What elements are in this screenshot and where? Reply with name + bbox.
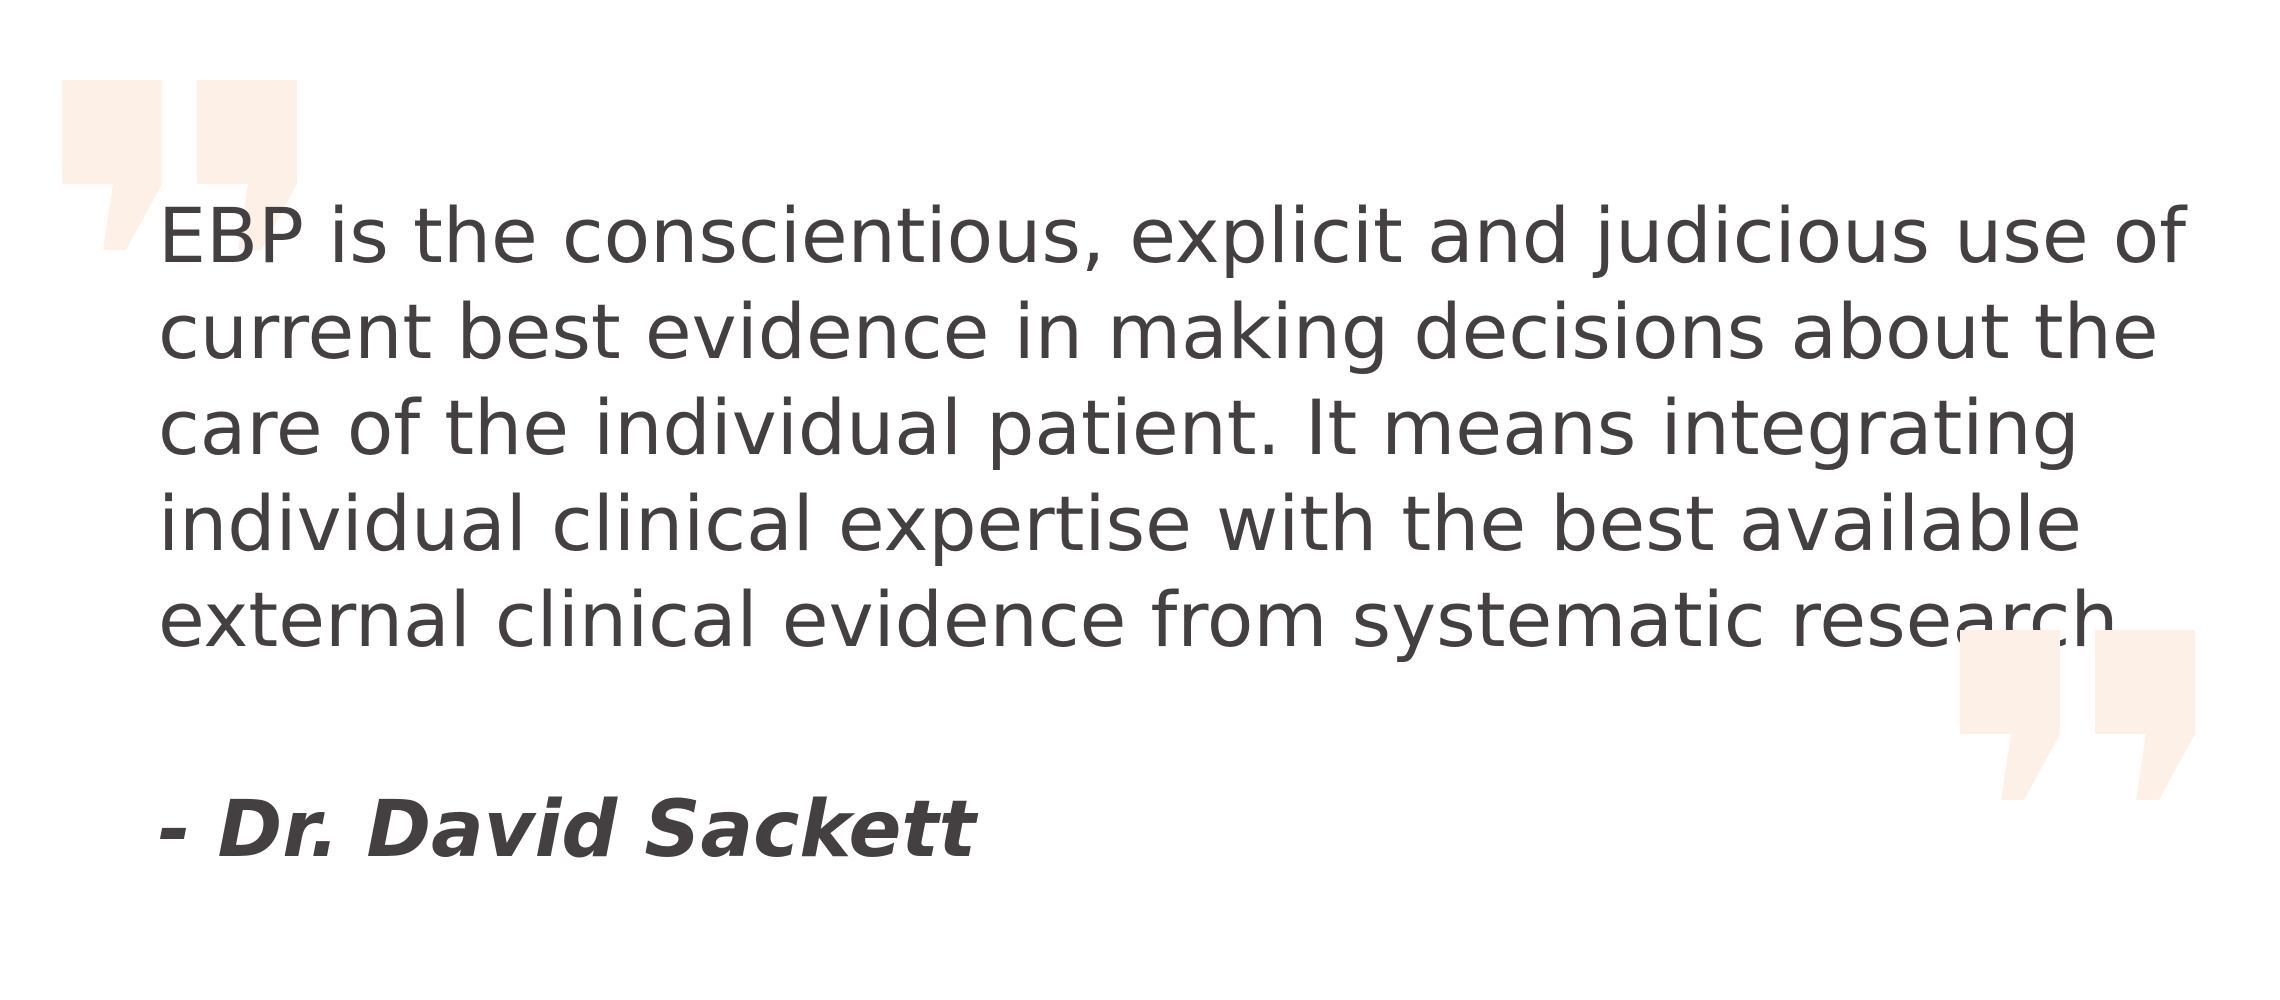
close-quote-icon [1960, 630, 2195, 800]
quote-line: current best evidence in making decision… [158, 287, 2159, 376]
quote-text: EBP is the conscientious, explicit and j… [158, 188, 2218, 668]
open-quote-icon [62, 80, 297, 250]
quote-line: individual clinical expertise with the b… [158, 479, 2082, 568]
quote-line: external clinical evidence from systemat… [158, 575, 2143, 664]
quote-author: - Dr. David Sackett [158, 785, 976, 875]
quote-line: EBP is the conscientious, explicit and j… [158, 191, 2187, 280]
quote-line: care of the individual patient. It means… [158, 383, 2080, 472]
